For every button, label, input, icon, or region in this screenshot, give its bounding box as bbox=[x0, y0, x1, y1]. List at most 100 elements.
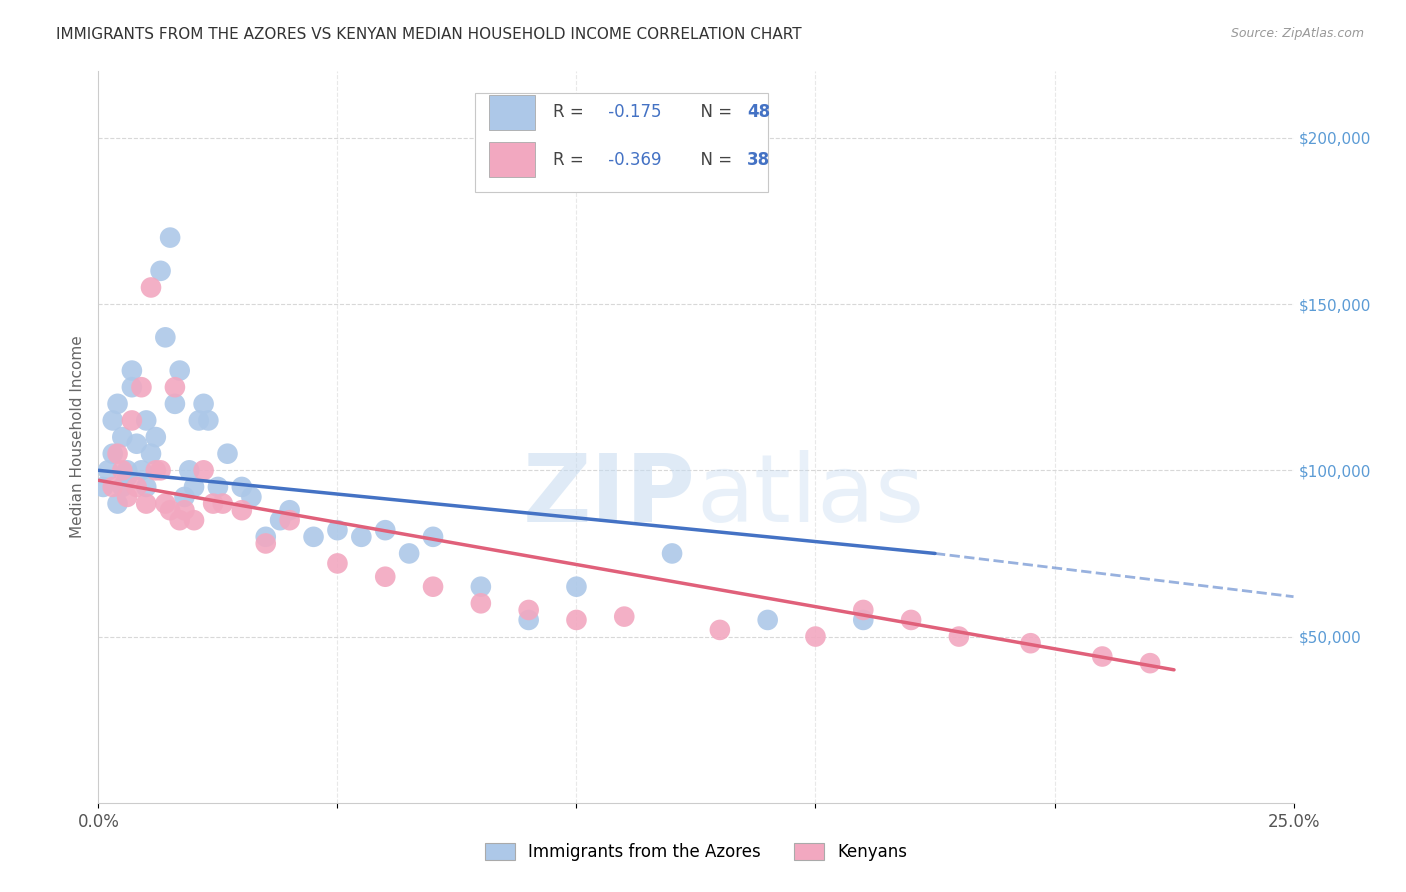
Point bbox=[155, 497, 177, 511]
Point bbox=[278, 513, 301, 527]
Point bbox=[709, 623, 731, 637]
Point bbox=[613, 609, 636, 624]
Point bbox=[948, 630, 970, 644]
Point bbox=[470, 596, 492, 610]
Text: Source: ZipAtlas.com: Source: ZipAtlas.com bbox=[1230, 27, 1364, 40]
FancyBboxPatch shape bbox=[475, 94, 768, 192]
Point bbox=[101, 480, 124, 494]
Text: -0.369: -0.369 bbox=[603, 151, 661, 169]
Point bbox=[217, 447, 239, 461]
Text: IMMIGRANTS FROM THE AZORES VS KENYAN MEDIAN HOUSEHOLD INCOME CORRELATION CHART: IMMIGRANTS FROM THE AZORES VS KENYAN MED… bbox=[56, 27, 801, 42]
Point bbox=[115, 470, 138, 484]
Point bbox=[231, 480, 253, 494]
FancyBboxPatch shape bbox=[489, 143, 534, 178]
Point bbox=[278, 503, 301, 517]
Point bbox=[398, 546, 420, 560]
Point bbox=[163, 380, 186, 394]
Text: ZIP: ZIP bbox=[523, 450, 696, 541]
Text: R =: R = bbox=[553, 151, 589, 169]
Text: 38: 38 bbox=[748, 151, 770, 169]
Point bbox=[183, 480, 205, 494]
Text: -0.175: -0.175 bbox=[603, 103, 661, 121]
Point bbox=[207, 480, 229, 494]
Point bbox=[149, 264, 172, 278]
Point bbox=[115, 490, 138, 504]
Point bbox=[565, 613, 588, 627]
Point bbox=[163, 397, 186, 411]
Point bbox=[1139, 656, 1161, 670]
Point bbox=[254, 536, 277, 550]
Text: 48: 48 bbox=[748, 103, 770, 121]
Point bbox=[422, 580, 444, 594]
Text: R =: R = bbox=[553, 103, 589, 121]
Point bbox=[254, 530, 277, 544]
Point bbox=[149, 463, 172, 477]
Point bbox=[101, 447, 124, 461]
Point bbox=[183, 513, 205, 527]
Point bbox=[302, 530, 325, 544]
Point bbox=[169, 513, 191, 527]
Point bbox=[179, 463, 201, 477]
Point bbox=[422, 530, 444, 544]
Point bbox=[91, 480, 114, 494]
Point bbox=[1019, 636, 1042, 650]
Point bbox=[139, 447, 162, 461]
Point bbox=[107, 447, 129, 461]
Point bbox=[125, 480, 148, 494]
Point bbox=[374, 523, 396, 537]
Point bbox=[107, 397, 129, 411]
Point bbox=[852, 603, 875, 617]
Point bbox=[517, 613, 540, 627]
Point bbox=[231, 503, 253, 517]
Point bbox=[139, 280, 162, 294]
Point bbox=[852, 613, 875, 627]
Point bbox=[101, 413, 124, 427]
Point bbox=[193, 397, 215, 411]
Point bbox=[97, 463, 120, 477]
Point bbox=[269, 513, 291, 527]
Point bbox=[135, 413, 157, 427]
Point bbox=[565, 580, 588, 594]
Point bbox=[661, 546, 683, 560]
Text: atlas: atlas bbox=[696, 450, 924, 541]
Point bbox=[470, 580, 492, 594]
Text: N =: N = bbox=[690, 103, 737, 121]
Point bbox=[135, 480, 157, 494]
Point bbox=[756, 613, 779, 627]
Point bbox=[131, 463, 153, 477]
Point bbox=[131, 380, 153, 394]
Text: N =: N = bbox=[690, 151, 737, 169]
Point bbox=[173, 490, 195, 504]
Point bbox=[173, 503, 195, 517]
Point bbox=[121, 363, 143, 377]
Point bbox=[900, 613, 922, 627]
Point bbox=[211, 497, 233, 511]
Legend: Immigrants from the Azores, Kenyans: Immigrants from the Azores, Kenyans bbox=[478, 836, 914, 868]
Point bbox=[107, 497, 129, 511]
Point bbox=[145, 430, 167, 444]
Point bbox=[135, 497, 157, 511]
Point bbox=[155, 330, 177, 344]
Point bbox=[197, 413, 219, 427]
Point bbox=[374, 570, 396, 584]
Point bbox=[326, 523, 349, 537]
Point bbox=[111, 480, 134, 494]
Point bbox=[115, 463, 138, 477]
Point bbox=[804, 630, 827, 644]
FancyBboxPatch shape bbox=[489, 95, 534, 130]
Point bbox=[240, 490, 263, 504]
Point bbox=[111, 430, 134, 444]
Point bbox=[125, 436, 148, 450]
Point bbox=[326, 557, 349, 571]
Point bbox=[169, 363, 191, 377]
Point bbox=[111, 463, 134, 477]
Point bbox=[517, 603, 540, 617]
Point bbox=[187, 413, 209, 427]
Point bbox=[350, 530, 373, 544]
Point bbox=[159, 230, 181, 244]
Point bbox=[202, 497, 225, 511]
Point bbox=[121, 380, 143, 394]
Point bbox=[193, 463, 215, 477]
Point bbox=[121, 413, 143, 427]
Point bbox=[145, 463, 167, 477]
